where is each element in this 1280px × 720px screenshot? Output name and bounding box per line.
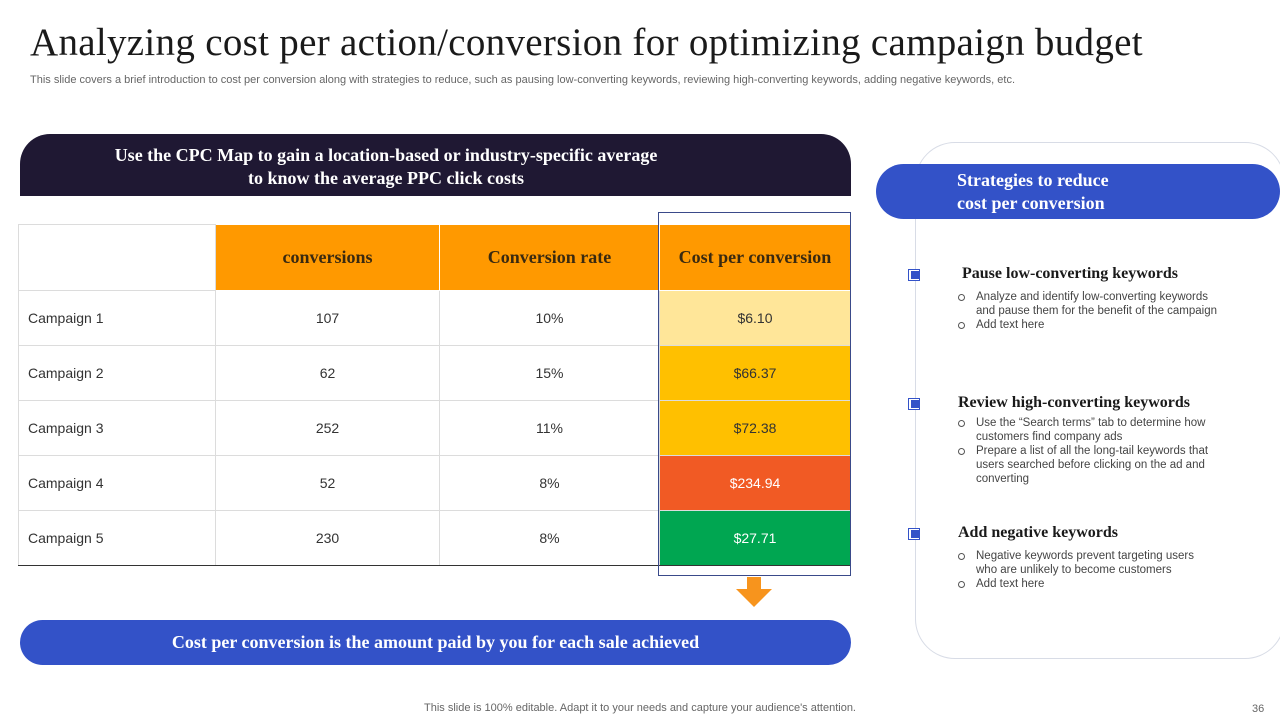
table-row: Campaign 1 107 10% $6.10: [18, 290, 851, 346]
strategy-title: Pause low-converting keywords: [962, 265, 1178, 282]
column-header-conversion-rate: Conversion rate: [439, 224, 660, 291]
bullet-item: Add text here: [956, 577, 1218, 591]
strategies-header-line2: cost per conversion: [957, 193, 1105, 213]
strategy-title: Add negative keywords: [958, 524, 1119, 541]
down-arrow-icon: [736, 577, 772, 607]
table-row: Campaign 3 252 11% $72.38: [18, 400, 851, 456]
conversions-cell: 52: [215, 455, 440, 511]
conversions-cell: 107: [215, 290, 440, 346]
conversions-cell: 230: [215, 510, 440, 566]
square-bullet-icon: [908, 528, 920, 540]
campaign-name: Campaign 1: [18, 290, 216, 346]
conversion-rate-cell: 8%: [439, 510, 660, 566]
cost-cell: $234.94: [659, 455, 851, 511]
bullet-item: Analyze and identify low-converting keyw…: [956, 290, 1218, 318]
square-bullet-icon: [908, 398, 920, 410]
conversion-rate-cell: 10%: [439, 290, 660, 346]
column-header-conversions: conversions: [215, 224, 440, 291]
banner-text: Use the CPC Map to gain a location-based…: [114, 145, 658, 188]
strategies-header-line1: Strategies to reduce: [957, 170, 1109, 190]
footer-note: This slide is 100% editable. Adapt it to…: [424, 702, 856, 714]
cost-cell: $6.10: [659, 290, 851, 346]
column-header-cost-per-conversion: Cost per conversion: [659, 224, 851, 291]
definition-pill: Cost per conversion is the amount paid b…: [20, 620, 851, 665]
table-row: Campaign 2 62 15% $66.37: [18, 345, 851, 401]
conversion-rate-cell: 8%: [439, 455, 660, 511]
strategy-title: Review high-converting keywords: [958, 394, 1190, 411]
cost-cell: $27.71: [659, 510, 851, 566]
table-row: Campaign 4 52 8% $234.94: [18, 455, 851, 511]
bullet-item: Add text here: [956, 318, 1218, 332]
campaign-name: Campaign 3: [18, 400, 216, 456]
strategies-header: Strategies to reduce cost per conversion: [876, 164, 1280, 219]
bullet-item: Use the “Search terms” tab to determine …: [956, 416, 1218, 444]
cost-cell: $66.37: [659, 345, 851, 401]
square-bullet-icon: [908, 269, 920, 281]
conversion-rate-cell: 11%: [439, 400, 660, 456]
conversions-cell: 252: [215, 400, 440, 456]
bullet-item: Prepare a list of all the long-tail keyw…: [956, 444, 1218, 486]
page-subtitle: This slide covers a brief introduction t…: [30, 74, 1015, 86]
table-corner-cell: [18, 224, 216, 291]
strategy-bullets: Analyze and identify low-converting keyw…: [956, 290, 1218, 332]
cost-cell: $72.38: [659, 400, 851, 456]
bullet-item: Negative keywords prevent targeting user…: [956, 549, 1218, 577]
strategy-bullets: Use the “Search terms” tab to determine …: [956, 416, 1218, 486]
strategy-bullets: Negative keywords prevent targeting user…: [956, 549, 1218, 591]
conversions-cell: 62: [215, 345, 440, 401]
page-title: Analyzing cost per action/conversion for…: [30, 21, 1143, 64]
campaign-name: Campaign 4: [18, 455, 216, 511]
page-number: 36: [1252, 703, 1265, 715]
conversion-rate-cell: 15%: [439, 345, 660, 401]
campaign-name: Campaign 2: [18, 345, 216, 401]
table-header-row: conversions Conversion rate Cost per con…: [18, 224, 851, 291]
campaign-name: Campaign 5: [18, 510, 216, 566]
campaign-table: conversions Conversion rate Cost per con…: [18, 224, 851, 566]
table-row: Campaign 5 230 8% $27.71: [18, 510, 851, 566]
cpc-map-banner: Use the CPC Map to gain a location-based…: [20, 134, 851, 196]
